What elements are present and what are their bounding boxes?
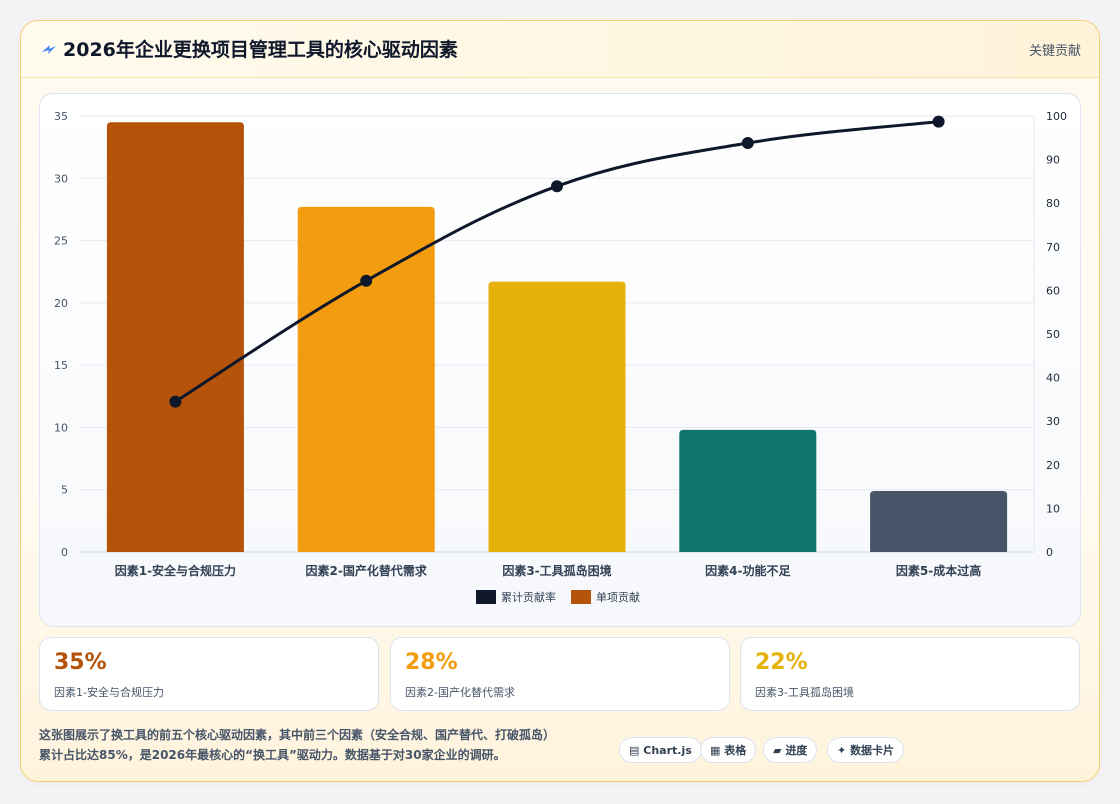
dashboard-card: 2026年企业更换项目管理工具的核心驱动因素 关键贡献 0 5 10 15 20 25 30… xyxy=(20,20,1100,782)
stat-card-factor1: 35% 因素1-安全与合规压力 xyxy=(39,637,379,711)
x-tick-label: 因素4-功能不足 xyxy=(705,563,790,578)
stat-label: 因素1-安全与合规压力 xyxy=(54,686,164,699)
stat-value: 22% xyxy=(755,650,808,675)
cumulative-point-5 xyxy=(932,115,945,128)
chart-description: 这张图展示了换工具的前五个核心驱动因素，其中前三个因素（安全合规、国产替代、打破… xyxy=(39,725,609,765)
chip-chartjs[interactable]: ▤ Chart.js xyxy=(619,737,702,763)
legend-swatch-cumulative xyxy=(476,590,496,604)
y-tick-right: 20 xyxy=(1046,459,1060,472)
stat-label: 因素3-工具孤岛困境 xyxy=(755,686,854,699)
legend-label-single: 单项贡献 xyxy=(596,590,640,604)
y-tick-right: 60 xyxy=(1046,284,1060,297)
y-tick-right: 50 xyxy=(1046,328,1060,341)
y-tick-left: 35 xyxy=(54,110,68,123)
chart-svg: 0 5 10 15 20 25 30 35 0 10 20 30 40 50 60 70 80 90 100 因素1-… xyxy=(54,110,1067,604)
x-tick-label: 因素3-工具孤岛困境 xyxy=(502,563,611,578)
y-tick-right: 70 xyxy=(1046,241,1060,254)
chip-table[interactable]: ▦ 表格 xyxy=(700,737,757,763)
chip-progress[interactable]: ▰ 进度 xyxy=(763,737,818,763)
chip-label: 表格 xyxy=(724,744,747,757)
y-tick-right: 100 xyxy=(1046,110,1067,123)
x-tick-label: 因素5-成本过高 xyxy=(896,563,981,578)
y-tick-left: 10 xyxy=(54,421,68,434)
description-line-1: 这张图展示了换工具的前五个核心驱动因素，其中前三个因素（安全合规、国产替代、打破… xyxy=(39,728,556,742)
cumulative-point-4 xyxy=(741,137,754,150)
y-tick-right: 80 xyxy=(1046,197,1060,210)
bar-4 xyxy=(679,429,817,552)
stat-value: 28% xyxy=(405,650,458,675)
cumulative-point-1 xyxy=(169,395,182,408)
pareto-chart: 0 5 10 15 20 25 30 35 0 10 20 30 40 50 60 70 80 90 100 因素1-… xyxy=(39,93,1081,627)
sparkle-icon: ✦ xyxy=(837,744,847,757)
legend-swatch-single xyxy=(571,590,591,604)
y-tick-left: 5 xyxy=(61,484,68,497)
y-tick-right: 30 xyxy=(1046,415,1060,428)
progress-icon: ▰ xyxy=(773,744,782,757)
lightning-icon xyxy=(42,45,56,54)
stat-value: 35% xyxy=(54,650,107,675)
y-tick-right: 0 xyxy=(1046,546,1053,559)
bar-5 xyxy=(870,490,1008,552)
legend-label-cumulative: 累计贡献率 xyxy=(501,590,556,604)
y-tick-left: 25 xyxy=(54,235,68,248)
y-tick-left: 20 xyxy=(54,297,68,310)
cumulative-point-3 xyxy=(551,180,563,193)
stat-card-factor3: 22% 因素3-工具孤岛困境 xyxy=(740,637,1080,711)
chip-label: Chart.js xyxy=(643,744,692,757)
y-tick-left: 15 xyxy=(54,359,68,372)
chip-label: 进度 xyxy=(785,744,808,757)
y-tick-right: 90 xyxy=(1046,154,1060,167)
chip-label: 数据卡片 xyxy=(850,744,895,757)
x-tick-label: 因素1-安全与合规压力 xyxy=(115,563,236,578)
y-tick-right: 10 xyxy=(1046,502,1060,515)
stat-label: 因素2-国产化替代需求 xyxy=(405,686,515,699)
y-tick-right: 40 xyxy=(1046,372,1060,385)
table-icon: ▦ xyxy=(710,744,721,757)
chart-icon: ▤ xyxy=(629,744,640,757)
y-tick-left: 0 xyxy=(61,546,68,559)
card-header: 2026年企业更换项目管理工具的核心驱动因素 关键贡献 xyxy=(21,21,1099,78)
bar-2 xyxy=(297,206,435,552)
stat-card-factor2: 28% 因素2-国产化替代需求 xyxy=(390,637,730,711)
y-tick-left: 30 xyxy=(54,172,68,185)
page-title: 2026年企业更换项目管理工具的核心驱动因素 xyxy=(63,39,458,61)
cumulative-point-2 xyxy=(360,274,373,287)
bar-3 xyxy=(488,281,626,552)
chip-data-card[interactable]: ✦ 数据卡片 xyxy=(827,737,905,763)
x-tick-label: 因素2-国产化替代需求 xyxy=(306,563,428,578)
key-contribution-badge: 关键贡献 xyxy=(1028,44,1081,59)
bar-1 xyxy=(106,122,244,552)
description-line-2: 累计占比达85%，是2026年最核心的“换工具”驱动力。数据基于对30家企业的调… xyxy=(39,748,506,762)
